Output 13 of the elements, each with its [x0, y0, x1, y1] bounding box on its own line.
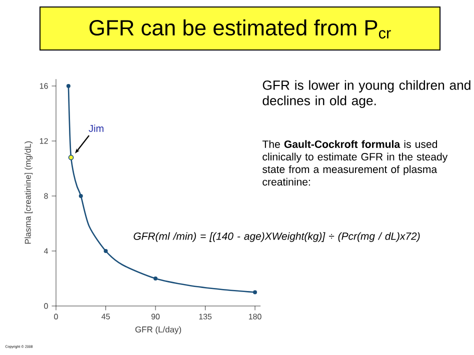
text: The Gault-Cockroft formula is used clinically to estimate GFR in the steady state from a measurement of plasma creatinine:	[262, 140, 448, 186]
point	[253, 290, 258, 294]
chart-title: GFR can be estimated from P$_{cr}$	[90, 19, 391, 39]
point	[78, 194, 83, 198]
point	[68, 154, 74, 160]
point	[104, 249, 108, 253]
annotation: Jim	[88, 124, 104, 132]
point	[66, 84, 70, 88]
x-axis-title: GFR (L/day)	[135, 326, 182, 334]
annotation: GFR(ml /min) = [(140 - age)XWeight(kg)] ÷ (Pcr(mg / dL)x72)	[134, 232, 420, 242]
text: GFR is lower in young children and declines in old age.	[262, 80, 470, 108]
point	[154, 276, 158, 280]
y-axis-title: Plasma [creatinine] (mg/dL)	[24, 141, 33, 244]
